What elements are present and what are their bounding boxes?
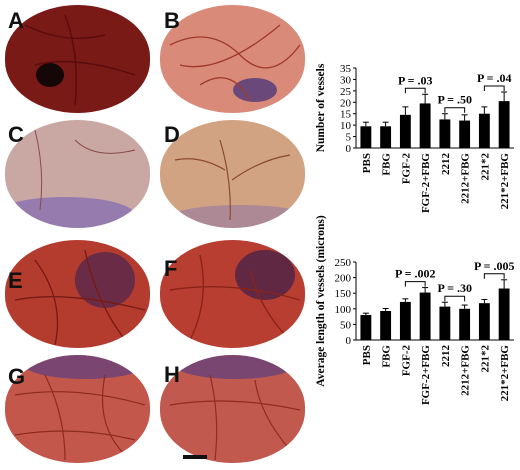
bar xyxy=(399,301,411,340)
panel-a-photo xyxy=(5,5,150,113)
bar xyxy=(478,113,490,148)
x-tick-label: 221*2+FBG xyxy=(499,153,511,210)
significance-bracket xyxy=(444,107,466,113)
y-tick-label: 15 xyxy=(340,109,352,121)
x-tick-label: 221*2 xyxy=(479,345,491,373)
y-tick-label: 20 xyxy=(340,97,352,109)
y-tick-label: 10 xyxy=(340,120,352,132)
scale-bar xyxy=(183,455,207,459)
significance-bracket xyxy=(404,87,426,94)
y-tick-label: 250 xyxy=(335,257,352,269)
panel-f-photo xyxy=(160,240,305,348)
y-tick-label: 35 xyxy=(340,63,352,75)
panel-label: B xyxy=(164,8,180,33)
y-tick-label: 50 xyxy=(340,319,352,331)
p-value-label: P = .50 xyxy=(437,93,472,107)
bar xyxy=(459,120,471,148)
p-value-label: P = .03 xyxy=(398,73,433,87)
panel-label: A xyxy=(8,8,24,33)
y-tick-label: 0 xyxy=(346,143,352,155)
panel-label: C xyxy=(8,122,24,147)
y-axis-label: Average length of vessels (microns) xyxy=(315,215,327,387)
bar xyxy=(459,308,471,340)
x-tick-label: 2212 xyxy=(440,345,452,368)
x-tick-label: 221*2 xyxy=(479,153,491,181)
significance-bracket xyxy=(404,281,426,287)
bar xyxy=(419,103,431,148)
panel-a-bg xyxy=(5,5,150,113)
panel-label: H xyxy=(164,362,180,387)
panel-label: F xyxy=(164,256,178,281)
p-value-label: P = .002 xyxy=(395,267,436,281)
y-tick-label: 5 xyxy=(346,132,352,144)
panel-label: E xyxy=(8,268,23,293)
x-tick-label: 2212+FBG xyxy=(460,153,472,204)
y-tick-label: 100 xyxy=(335,304,352,316)
p-value-label: P = .30 xyxy=(437,281,472,295)
vessel-length-chart: 0 50 100 150 200 250 Average length of vessels… xyxy=(315,215,515,405)
bar xyxy=(478,303,490,340)
bar xyxy=(439,119,451,148)
x-tick-label: 221*2+FBG xyxy=(499,345,511,402)
y-tick-label: 25 xyxy=(340,86,352,98)
x-tick-label: FGF-2 xyxy=(400,345,412,377)
bar xyxy=(380,310,392,340)
panel-c-photo xyxy=(5,120,150,228)
significance-bracket xyxy=(444,295,466,302)
panel-e-photo xyxy=(5,240,150,348)
y-tick-label: 0 xyxy=(346,335,352,347)
bar xyxy=(360,126,372,148)
panel-g-photo xyxy=(5,355,150,463)
x-tick-label: FBG xyxy=(381,153,393,176)
significance-bracket xyxy=(483,85,505,91)
bar xyxy=(380,126,392,148)
bar xyxy=(360,315,372,340)
x-tick-label: 2212+FBG xyxy=(460,345,472,396)
x-tick-label: FGF-2+FBG xyxy=(420,345,432,405)
p-value-label: P = .04 xyxy=(477,71,512,85)
y-tick-label: 30 xyxy=(340,74,352,86)
panel-h-photo xyxy=(160,355,305,463)
bar xyxy=(439,306,451,340)
x-tick-label: 2212 xyxy=(440,153,452,176)
p-value-label: P = .005 xyxy=(474,259,515,273)
y-axis-label: Number of vessels xyxy=(315,63,327,152)
bar xyxy=(498,288,510,340)
y-tick-label: 150 xyxy=(335,288,352,300)
bar xyxy=(399,114,411,148)
x-tick-label: PBS xyxy=(361,345,373,365)
x-tick-label: FGF-2+FBG xyxy=(420,153,432,213)
bar xyxy=(498,101,510,148)
panel-b-photo xyxy=(160,5,305,113)
panel-label: D xyxy=(164,122,180,147)
panel-label: G xyxy=(8,364,26,389)
panel-d-photo xyxy=(160,120,305,228)
significance-bracket xyxy=(483,273,505,279)
y-tick-label: 200 xyxy=(335,273,352,285)
x-tick-label: FGF-2 xyxy=(400,153,412,185)
x-tick-label: PBS xyxy=(361,153,373,173)
x-tick-label: FBG xyxy=(381,345,393,368)
bar xyxy=(419,292,431,340)
